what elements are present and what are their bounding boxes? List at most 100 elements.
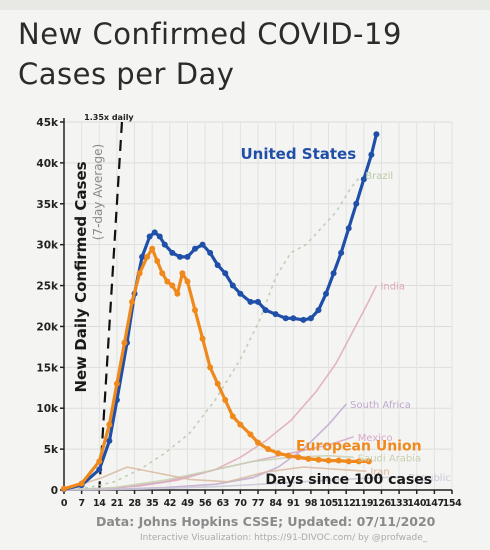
data-point-european-union	[285, 452, 292, 459]
series-line-iran	[63, 466, 367, 491]
data-point-european-union	[169, 282, 176, 289]
series-label-saudi-arabia: Saudi Arabia	[358, 453, 421, 464]
data-point-european-union	[229, 413, 236, 420]
data-point-united-states	[282, 315, 289, 322]
data-point-european-union	[159, 270, 166, 277]
data-point-european-union	[199, 335, 206, 342]
data-point-united-states	[237, 290, 244, 297]
y-tick-label: 20k	[36, 321, 59, 333]
data-point-european-union	[149, 245, 156, 252]
data-point-european-union	[335, 457, 342, 464]
x-tick-label: 154	[443, 498, 462, 509]
data-point-united-states	[106, 437, 113, 444]
data-point-united-states	[184, 253, 191, 260]
highlighted-series	[61, 131, 380, 493]
grid-lines	[63, 121, 453, 491]
screen-bezel	[0, 0, 490, 10]
data-point-european-union	[164, 278, 171, 285]
x-tick-label: 49	[181, 498, 193, 509]
data-point-united-states	[272, 311, 279, 318]
data-point-united-states	[222, 270, 229, 277]
x-tick-label: 98	[305, 498, 318, 509]
x-axis-title: Days since 100 cases	[265, 472, 432, 488]
data-point-united-states	[151, 229, 158, 236]
x-tick-label: 21	[111, 498, 123, 509]
data-point-european-union	[174, 290, 181, 297]
reference-line: 1.35x daily	[84, 113, 134, 491]
x-tick-label: 147	[425, 498, 444, 509]
y-tick-label: 35k	[36, 199, 59, 211]
data-point-united-states	[353, 200, 360, 207]
data-point-european-union	[305, 455, 312, 462]
data-point-european-union	[61, 485, 67, 492]
data-point-united-states	[146, 233, 153, 240]
title-line-1: New Confirmed COVID-19	[18, 17, 402, 51]
title-line-2: Cases per Day	[18, 57, 235, 91]
x-tick-label: 63	[217, 498, 229, 509]
reference-dashed-line	[98, 121, 124, 491]
data-point-european-union	[365, 458, 372, 465]
y-tick-label: 5k	[44, 444, 59, 456]
data-point-european-union	[78, 480, 85, 487]
x-tick-label: 0	[61, 498, 68, 509]
series-label-brazil: Brazil	[365, 171, 393, 182]
chart-area: 1.35x daily Brazil India South Africa Mexic…	[36, 113, 462, 509]
x-tick-label: 91	[287, 498, 299, 509]
data-point-european-union	[315, 456, 322, 463]
data-source-footer: Data: Johns Hopkins CSSE; Updated: 07/11…	[96, 514, 436, 529]
x-tick-label: 119	[354, 498, 373, 509]
data-point-united-states	[345, 225, 352, 232]
data-point-european-union	[144, 253, 151, 260]
data-point-european-union	[295, 454, 302, 461]
data-point-united-states	[373, 131, 380, 138]
data-point-united-states	[330, 270, 337, 277]
data-point-united-states	[139, 253, 146, 260]
background-series	[63, 174, 405, 491]
x-tick-label: 42	[164, 498, 176, 509]
data-point-united-states	[214, 262, 221, 269]
visualization-credit: Interactive Visualization: https://91-DI…	[140, 533, 428, 543]
data-point-european-union	[214, 380, 221, 387]
y-axis-subtitle: (7-day Average)	[91, 144, 105, 241]
data-point-united-states	[156, 233, 163, 240]
series-label-south-africa: South Africa	[350, 400, 411, 411]
y-tick-label: 40k	[36, 158, 59, 170]
y-axis-title: New Daily Confirmed Cases	[72, 161, 90, 392]
series-labels: Brazil India South Africa Mexico Saudi Arabi…	[240, 145, 450, 488]
series-label-united-states: United States	[240, 145, 356, 163]
data-point-european-union	[106, 421, 113, 428]
data-point-european-union	[265, 446, 272, 453]
chart-title: New Confirmed COVID-19 Cases per Day	[18, 14, 478, 94]
x-tick-label: 70	[234, 498, 247, 509]
series-line-republic	[63, 476, 405, 491]
y-tick-label: 0	[51, 485, 58, 497]
data-point-united-states	[176, 253, 183, 260]
data-point-united-states	[368, 151, 375, 158]
x-tick-label: 140	[407, 498, 426, 509]
data-point-european-union	[96, 458, 103, 465]
series-label-iran: Iran	[370, 467, 390, 478]
data-point-european-union	[136, 270, 143, 277]
data-point-united-states	[229, 282, 236, 289]
data-point-european-union	[237, 421, 244, 428]
data-point-united-states	[247, 298, 254, 305]
data-point-european-union	[345, 458, 352, 465]
data-point-united-states	[290, 315, 297, 322]
x-tick-label: 126	[372, 498, 391, 509]
data-point-european-union	[184, 278, 191, 285]
data-point-united-states	[199, 241, 206, 248]
data-point-european-union	[355, 458, 362, 465]
data-point-european-union	[121, 339, 128, 346]
data-point-european-union	[255, 439, 261, 446]
data-point-european-union	[222, 397, 229, 404]
y-tick-label: 10k	[36, 403, 59, 415]
series-label-european-union: European Union	[296, 439, 422, 455]
data-point-united-states	[169, 249, 176, 256]
x-tick-label: 105	[319, 498, 338, 509]
data-point-european-union	[192, 307, 199, 314]
x-tick-label: 133	[390, 498, 409, 509]
data-point-european-union	[247, 431, 254, 438]
series-label-india: India	[380, 282, 405, 293]
data-point-european-union	[129, 298, 136, 305]
data-point-united-states	[207, 249, 214, 256]
